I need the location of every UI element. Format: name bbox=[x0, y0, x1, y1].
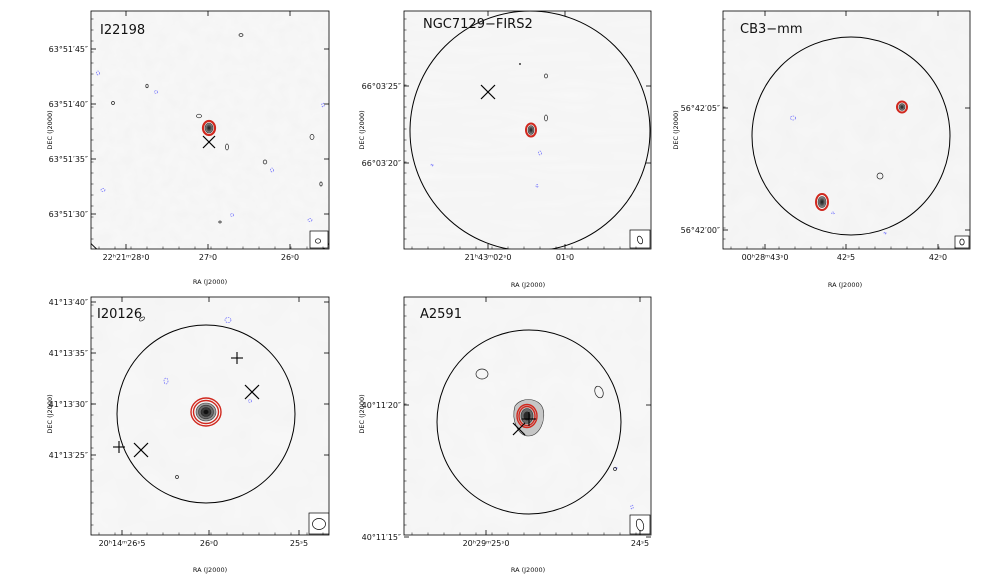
y-tick-label: 41°13′40″ bbox=[49, 298, 88, 307]
beam-indicator bbox=[629, 229, 651, 249]
x-marker bbox=[202, 135, 216, 149]
y-tick-label: 63°51′30″ bbox=[49, 210, 88, 219]
y-axis-label: DEC (J2000) bbox=[358, 394, 366, 433]
x-tick-label: 26ˢ0 bbox=[281, 253, 299, 262]
noise-contours bbox=[111, 33, 323, 224]
source-core bbox=[201, 119, 217, 137]
noise-contours bbox=[138, 316, 179, 479]
y-axis-label: DEC (J2000) bbox=[46, 110, 54, 149]
y-tick-label: 63°51′45″ bbox=[49, 45, 88, 54]
source-core bbox=[896, 100, 908, 114]
panel-ngc7129: NGC7129−FIRS2 21ʰ43ᵐ02ˢ0 01ˢ0 66°03′25″ 66°… bbox=[358, 10, 652, 289]
y-tick-label: 40°11′15″ bbox=[362, 533, 401, 542]
plus-marker bbox=[522, 412, 536, 426]
source-core bbox=[815, 193, 829, 211]
x-tick-label: 21ʰ43ᵐ02ˢ0 bbox=[465, 253, 512, 262]
y-axis-label: DEC (J2000) bbox=[46, 394, 54, 433]
primary-beam-circle bbox=[409, 11, 651, 249]
negative-contours bbox=[96, 70, 325, 222]
panel-cb3mm: CB3−mm 00ʰ28ᵐ43ˢ0 42ˢ5 42ˢ0 56°42′05″ 56°42′… bbox=[672, 10, 971, 289]
negative-contours bbox=[614, 466, 634, 510]
beam-indicator bbox=[309, 230, 329, 249]
x-tick-label: 26ˢ0 bbox=[200, 539, 218, 548]
y-tick-label: 41°13′30″ bbox=[49, 400, 88, 409]
y-tick-label: 56°42′00″ bbox=[681, 226, 720, 235]
noise-contours bbox=[475, 368, 617, 471]
x-tick-label: 25ˢ5 bbox=[290, 539, 308, 548]
panel-title: I22198 bbox=[100, 23, 145, 38]
plus-marker bbox=[113, 441, 125, 453]
beam-indicator bbox=[954, 235, 970, 249]
x-tick-label: 42ˢ0 bbox=[929, 253, 947, 262]
x-tick-label: 00ʰ28ᵐ43ˢ0 bbox=[742, 253, 789, 262]
x-marker bbox=[480, 84, 496, 100]
panel-a2591: A2591 20ʰ29ᵐ25ˢ0 24ˢ5 40°11′20″ 40°11′15″ RA… bbox=[358, 296, 652, 574]
panel-title: CB3−mm bbox=[740, 22, 803, 37]
x-marker bbox=[244, 384, 260, 400]
panel-title: I20126 bbox=[97, 307, 142, 322]
x-marker bbox=[512, 422, 526, 436]
negative-contours bbox=[163, 317, 252, 403]
y-tick-label: 66°03′20″ bbox=[362, 159, 401, 168]
primary-beam-circle bbox=[436, 329, 622, 515]
x-tick-label: 20ʰ14ᵐ26ˢ5 bbox=[99, 539, 146, 548]
x-tick-label: 01ˢ0 bbox=[556, 253, 574, 262]
x-axis-label: RA (J2000) bbox=[511, 566, 545, 574]
noise-contours bbox=[519, 63, 548, 122]
negative-contours bbox=[790, 115, 887, 235]
panel-i22198: I22198 22ʰ21ᵐ28ˢ0 27ˢ0 26ˢ0 63°51′45″ 63°51′… bbox=[46, 10, 330, 286]
y-tick-label: 63°51′40″ bbox=[49, 100, 88, 109]
x-tick-label: 27ˢ0 bbox=[199, 253, 217, 262]
x-tick-label: 22ʰ21ᵐ28ˢ0 bbox=[103, 253, 150, 262]
x-tick-label: 42ˢ5 bbox=[837, 253, 855, 262]
y-tick-label: 56°42′05″ bbox=[681, 104, 720, 113]
x-tick-label: 20ʰ29ᵐ25ˢ0 bbox=[463, 539, 510, 548]
y-tick-label: 41°13′25″ bbox=[49, 451, 88, 460]
y-axis-label: DEC (J2000) bbox=[672, 110, 680, 149]
primary-beam-circle bbox=[751, 36, 951, 236]
x-tick-label: 24ˢ5 bbox=[631, 539, 649, 548]
x-axis-label: RA (J2000) bbox=[193, 278, 227, 286]
x-axis-label: RA (J2000) bbox=[511, 281, 545, 289]
y-tick-label: 63°51′35″ bbox=[49, 155, 88, 164]
panel-i20126: I20126 20ʰ14ᵐ26ˢ5 26ˢ0 25ˢ5 41°13′40″ 41°13′… bbox=[46, 296, 330, 574]
primary-beam-circle bbox=[116, 324, 296, 504]
x-marker bbox=[133, 442, 149, 458]
source-core bbox=[525, 122, 537, 138]
beam-indicator bbox=[308, 512, 329, 535]
y-tick-label: 66°03′25″ bbox=[362, 82, 401, 91]
negative-contours bbox=[430, 150, 542, 188]
source-core bbox=[190, 397, 222, 427]
noise-contours bbox=[876, 172, 884, 180]
plus-marker bbox=[231, 352, 243, 364]
panel-title: NGC7129−FIRS2 bbox=[423, 17, 533, 32]
panel-title: A2591 bbox=[420, 307, 462, 322]
x-axis-label: RA (J2000) bbox=[193, 566, 227, 574]
y-tick-label: 41°13′35″ bbox=[49, 349, 88, 358]
x-axis-label: RA (J2000) bbox=[828, 281, 862, 289]
beam-indicator bbox=[629, 514, 651, 535]
y-tick-label: 40°11′20″ bbox=[362, 401, 401, 410]
y-axis-label: DEC (J2000) bbox=[358, 110, 366, 149]
